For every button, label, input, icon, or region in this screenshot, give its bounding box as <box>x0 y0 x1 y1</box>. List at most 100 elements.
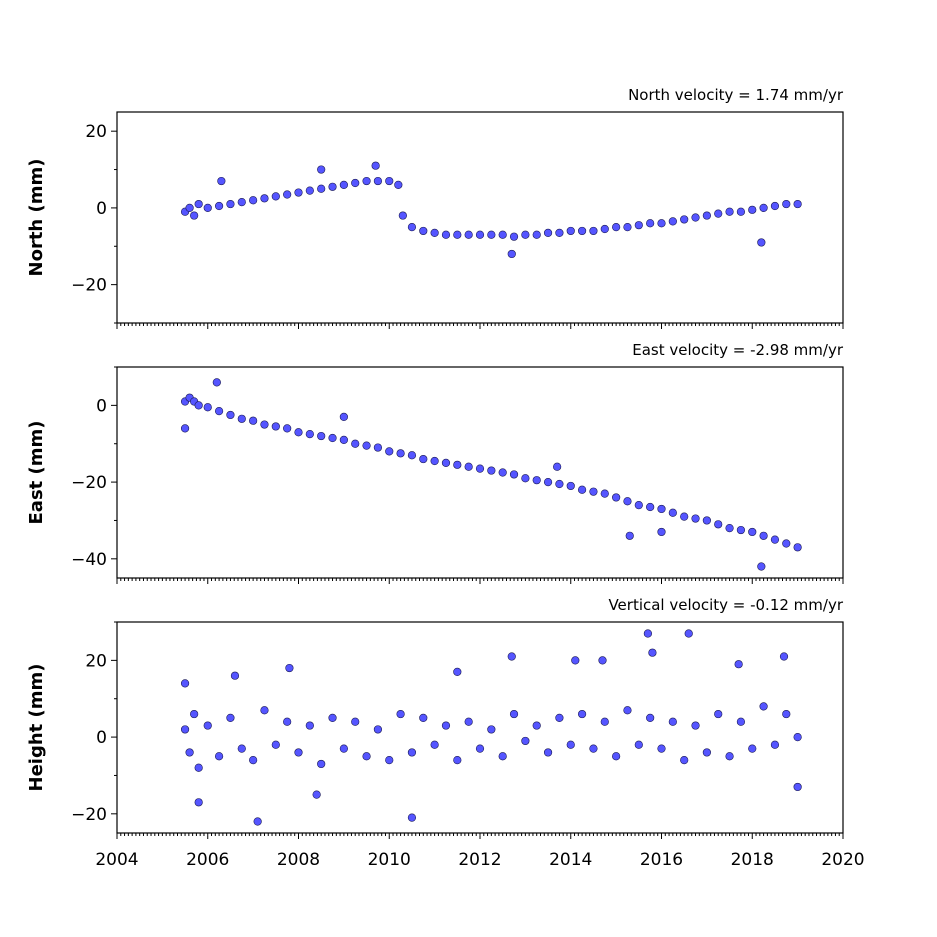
north-point <box>759 203 768 213</box>
north-point <box>237 198 246 207</box>
east-point <box>214 407 224 416</box>
height-point <box>339 744 348 753</box>
height-point <box>793 782 802 792</box>
east-point <box>407 451 417 460</box>
east-point <box>736 525 746 535</box>
height-point <box>351 717 360 726</box>
north-point <box>317 184 326 193</box>
north-point <box>702 211 711 220</box>
east-point <box>305 430 314 439</box>
north-point <box>441 230 451 239</box>
east-point <box>249 416 258 425</box>
north-point <box>339 180 348 189</box>
east-point <box>657 504 666 514</box>
height-point <box>453 756 462 765</box>
height-point <box>623 706 632 715</box>
north-point <box>185 203 194 213</box>
height-point <box>521 736 530 746</box>
height-point <box>407 813 417 822</box>
east-point <box>385 447 394 456</box>
north-point <box>464 230 473 239</box>
north-ylabel: North (mm) <box>26 159 47 277</box>
east-point <box>521 474 530 483</box>
east-point <box>226 410 235 420</box>
east-ylabel: East (mm) <box>26 421 47 525</box>
height-point <box>328 713 337 723</box>
east-point <box>328 433 337 443</box>
height-point <box>600 717 609 726</box>
north-point <box>691 213 700 222</box>
east-point <box>351 439 360 448</box>
north-point <box>543 228 553 237</box>
north-point <box>260 194 269 203</box>
north-point <box>680 215 689 224</box>
east-point <box>589 487 598 496</box>
east-point <box>498 468 507 477</box>
north-point <box>283 190 292 199</box>
north-point <box>385 176 394 186</box>
east-point <box>475 464 485 473</box>
height-ytick-label: 0 <box>96 728 107 748</box>
north-markers <box>180 161 802 259</box>
north-point <box>668 217 677 226</box>
north-velocity-title: North velocity = 1.74 mm/yr <box>628 86 844 104</box>
north-point <box>453 230 462 239</box>
east-point <box>748 527 757 537</box>
height-ytick-label: −20 <box>71 805 107 825</box>
east-point <box>702 516 711 525</box>
north-point <box>362 176 371 186</box>
north-point <box>646 219 655 228</box>
height-xtick-label: 2006 <box>186 850 229 870</box>
height-point <box>253 817 262 826</box>
height-point <box>736 717 746 726</box>
height-point <box>646 713 655 723</box>
height-point <box>509 709 519 719</box>
height-point <box>203 721 212 730</box>
height-point <box>185 748 194 757</box>
north-point <box>398 211 407 220</box>
north-point <box>782 199 791 209</box>
height-point <box>684 629 693 638</box>
east-point <box>793 543 802 552</box>
north-point <box>371 161 380 170</box>
east-point <box>646 502 655 512</box>
east-point <box>566 481 575 491</box>
height-point <box>555 713 564 723</box>
north-point <box>498 230 507 239</box>
height-point <box>734 660 743 669</box>
height-xtick-label: 2018 <box>731 850 774 870</box>
north-point <box>394 180 403 189</box>
east-point <box>725 524 734 533</box>
height-point <box>475 744 485 753</box>
north-point <box>634 221 643 230</box>
height-point <box>680 756 689 765</box>
height-point <box>180 679 190 688</box>
height-point <box>441 721 451 730</box>
height-point <box>194 763 203 772</box>
height-point <box>260 706 269 715</box>
height-point <box>507 652 516 661</box>
north-point <box>487 230 496 239</box>
height-xtick-label: 2008 <box>277 850 320 870</box>
east-point <box>373 443 383 452</box>
height-point <box>643 629 652 638</box>
east-point <box>782 539 791 548</box>
height-point <box>759 702 768 711</box>
north-point <box>475 230 485 239</box>
north-point <box>294 188 303 197</box>
east-point <box>203 403 212 412</box>
north-axes-frame <box>116 111 844 324</box>
north-point <box>555 228 564 237</box>
height-point <box>194 798 203 807</box>
north-point <box>328 182 337 191</box>
height-xtick-label: 2016 <box>640 850 683 870</box>
east-point <box>714 520 723 529</box>
east-point <box>339 412 348 421</box>
east-point <box>237 414 246 423</box>
north-point <box>770 201 780 211</box>
height-point <box>237 744 246 753</box>
east-point <box>600 489 609 498</box>
height-point <box>793 732 802 742</box>
east-ytick-label: −40 <box>71 550 107 570</box>
